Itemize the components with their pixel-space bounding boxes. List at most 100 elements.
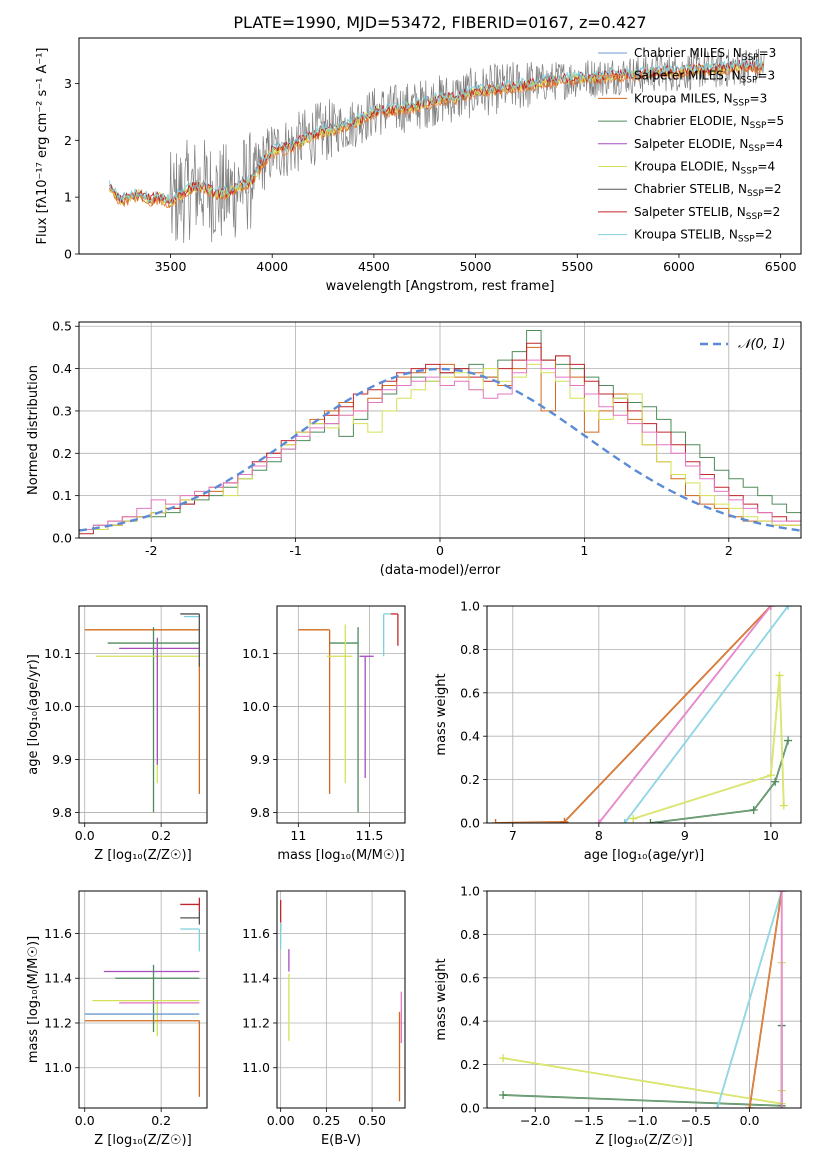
errorbar-point	[329, 627, 359, 813]
y-tick-label: 10.1	[44, 646, 72, 661]
y-tick-label: 0.2	[460, 772, 480, 787]
x-axis-label: mass [log₁₀(M/M☉)]	[277, 848, 404, 863]
x-axis-label: wavelength [Angstrom, rest frame]	[326, 279, 555, 294]
model-line	[109, 58, 764, 204]
y-tick-label: 10.1	[242, 646, 270, 661]
model-line	[109, 59, 764, 205]
x-tick-label: 0.0	[75, 1113, 95, 1128]
y-tick-label: 0	[64, 247, 72, 262]
series-line-highlight	[749, 891, 782, 1108]
x-tick-label: 5500	[561, 259, 593, 274]
spectrum-plot-area	[109, 48, 765, 243]
y-tick-label: 0.5	[52, 319, 72, 334]
y-tick-label: 11.6	[44, 926, 72, 941]
y-tick-label: 11.6	[242, 926, 270, 941]
series-marker	[499, 1054, 508, 1063]
legend-entry: Chabrier STELIB, NSSP=2	[634, 182, 782, 199]
y-tick-label: 2	[64, 133, 72, 148]
massweight_vs_age-plot-area	[491, 606, 793, 823]
x-tick-label: 8	[595, 828, 603, 843]
series-line-highlight	[717, 891, 782, 1108]
x-tick-label: 2	[725, 543, 733, 558]
series-marker	[491, 819, 500, 823]
series-line	[650, 740, 789, 823]
y-tick-label: 0.3	[52, 403, 72, 418]
y-tick-label: 10.0	[242, 699, 270, 714]
y-tick-label: 0.4	[460, 1014, 480, 1029]
errorbar-point	[180, 928, 201, 952]
mass_vs_Z-plot-area	[84, 897, 201, 1097]
errorbar-point	[119, 637, 200, 765]
x-tick-label: −1.5	[574, 1113, 604, 1128]
series-marker	[499, 1090, 508, 1099]
errorbar-point	[107, 627, 200, 813]
normal-curve	[79, 367, 801, 532]
x-tick-label: 11	[290, 828, 306, 843]
x-tick-label: 0.0	[75, 828, 95, 843]
x-tick-label: −2.0	[520, 1113, 550, 1128]
mass_vs_ebv-panel: 0.00 0.25 0.50 11.0 11.2 11.4 11.6 E(B-V)	[242, 890, 406, 1148]
x-tick-label: 0.25	[312, 1113, 340, 1128]
x-tick-label: 0	[436, 543, 444, 558]
legend-entry: Salpeter STELIB, NSSP=2	[634, 205, 780, 222]
x-tick-label: 5000	[460, 259, 492, 274]
y-axis-label: age [log₁₀(age/yr)]	[26, 654, 41, 775]
y-tick-label: 9.9	[250, 752, 270, 767]
series-marker	[784, 606, 793, 610]
massweight_vs_Z-frame	[486, 890, 802, 1109]
series-marker	[594, 819, 603, 823]
series-line	[495, 606, 772, 823]
x-tick-label: -2	[145, 543, 157, 558]
series-line	[632, 675, 785, 820]
mass_vs_ebv-frame	[276, 890, 406, 1109]
y-tick-label: 10.0	[44, 699, 72, 714]
massweight_vs_Z-plot-area	[499, 891, 786, 1108]
massweight_vs_age-panel: 7 8 9 10 0.0 0.2 0.4 0.6 0.8 1.0 age [log₁₀(age/yr…	[434, 599, 802, 863]
y-tick-label: 0.6	[460, 685, 480, 700]
errorbar-point	[184, 615, 201, 659]
legend-entry: Salpeter ELODIE, NSSP=4	[634, 137, 783, 154]
x-tick-label: 9	[681, 828, 689, 843]
y-tick-label: 3	[64, 76, 72, 91]
legend-entry: Kroupa STELIB, NSSP=2	[634, 228, 772, 245]
series-marker	[775, 671, 784, 680]
errorbar-point	[383, 613, 391, 657]
y-tick-label: 1	[64, 190, 72, 205]
age_vs_mass-panel: 11 11.5 9.8 9.9 10.0 10.1 mass [log₁₀(M/M☉)]	[242, 605, 406, 863]
legend-entry: Chabrier MILES, NSSP=3	[634, 46, 776, 63]
x-tick-label: 0.0	[740, 1113, 760, 1128]
y-tick-label: 11.0	[242, 1060, 270, 1075]
x-axis-label: Z [log₁₀(Z/Z☉)]	[595, 1133, 692, 1148]
errorbar-point	[326, 624, 353, 784]
mass_vs_ebv-plot-area	[280, 899, 402, 1102]
legend-entry: Salpeter MILES, NSSP=3	[634, 69, 775, 86]
spectrum-frame	[78, 37, 802, 255]
x-tick-label: 10	[763, 828, 779, 843]
series-marker	[646, 819, 655, 823]
spectrum-panel: 3500 4000 4500 5000 5500 6000 6500 0 1 2 3 waveleng…	[35, 37, 802, 294]
residuals-plot-area	[79, 330, 801, 538]
x-tick-label: −0.5	[681, 1113, 711, 1128]
x-axis-label: Z [log₁₀(Z/Z☉)]	[94, 1133, 191, 1148]
series-marker	[749, 805, 758, 814]
y-tick-label: 0.0	[460, 1101, 480, 1116]
y-tick-label: 11.2	[44, 1015, 72, 1030]
y-tick-label: 0.8	[460, 642, 480, 657]
series-line-highlight	[650, 740, 789, 823]
histogram-series	[79, 359, 801, 538]
legend-entry: Kroupa MILES, NSSP=3	[634, 91, 767, 108]
legend-entry: Kroupa ELODIE, NSSP=4	[634, 160, 775, 177]
x-tick-label: 0.2	[151, 828, 171, 843]
x-axis-label: (data-model)/error	[380, 563, 501, 578]
errorbar-point	[84, 1020, 201, 1097]
errorbar-point	[180, 911, 201, 925]
errorbar-point	[84, 629, 201, 794]
series-line-highlight	[633, 675, 784, 819]
series-line-highlight	[495, 606, 772, 823]
y-tick-label: 9.9	[52, 752, 72, 767]
y-tick-label: 9.8	[52, 805, 72, 820]
x-tick-label: 0.2	[151, 1113, 171, 1128]
y-tick-label: 0.0	[460, 816, 480, 831]
series-line-highlight	[598, 606, 772, 823]
